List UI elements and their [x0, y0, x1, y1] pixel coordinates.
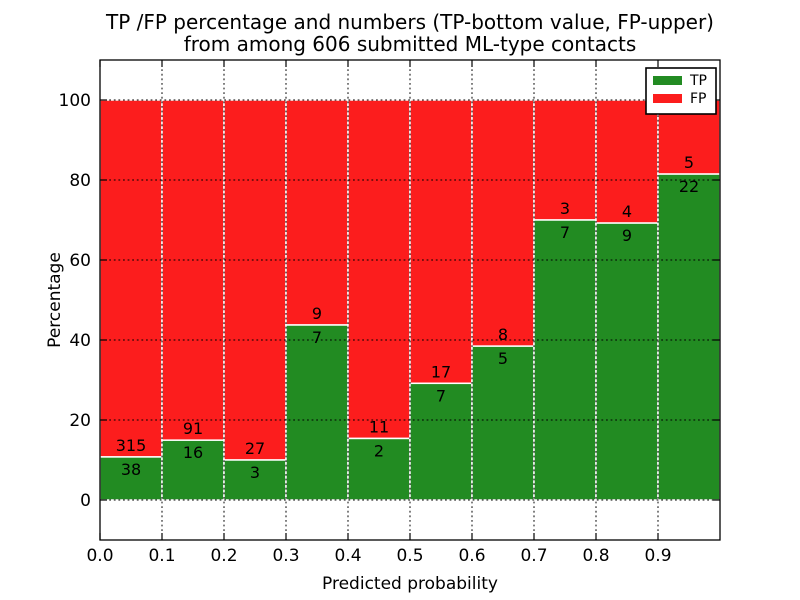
tp-count-label: 9: [622, 226, 632, 245]
y-tick-label: 60: [69, 251, 91, 271]
x-tick-label: 0.6: [458, 546, 485, 566]
tp-count-label: 22: [679, 177, 699, 196]
legend-box: [645, 67, 717, 115]
legend-label-tp: TP: [689, 73, 707, 89]
bar-tp-segment: [285, 324, 349, 501]
x-tick-label: 0.5: [396, 546, 423, 566]
bar-fp-segment: [285, 99, 349, 326]
tp-count-label: 7: [436, 386, 446, 405]
chart-title: TP /FP percentage and numbers (TP-bottom…: [105, 10, 714, 34]
bar-tp-segment: [533, 219, 597, 501]
fp-count-label: 315: [116, 436, 147, 455]
fp-count-label: 3: [560, 199, 570, 218]
bar-fp-segment: [223, 99, 287, 461]
fp-count-label: 27: [245, 439, 265, 458]
bar-tp-segment: [99, 456, 163, 501]
chart-subtitle: from among 606 submitted ML-type contact…: [184, 32, 637, 56]
x-tick-label: 0.2: [210, 546, 237, 566]
x-tick-label: 0.4: [334, 546, 361, 566]
fp-count-label: 4: [622, 202, 632, 221]
y-tick-label: 100: [59, 91, 91, 111]
legend: TP FP: [645, 67, 717, 115]
legend-swatch-fp-icon: [653, 94, 682, 103]
x-tick-label: 0.0: [86, 546, 113, 566]
annotations-layer: 315 38 91 16 27 3 9 7 11 2 17 7 8 5 3 7 4 9 5 22: [116, 153, 699, 482]
x-tick-label: 0.3: [272, 546, 299, 566]
bars-layer: [99, 99, 721, 501]
x-tick-label: 0.7: [520, 546, 547, 566]
fp-count-label: 5: [684, 153, 694, 172]
fp-count-label: 8: [498, 325, 508, 344]
tp-count-label: 5: [498, 349, 508, 368]
tp-count-label: 2: [374, 441, 384, 460]
tp-count-label: 3: [250, 463, 260, 482]
bar-fp-segment: [471, 99, 535, 347]
y-tick-label: 80: [69, 171, 91, 191]
fp-count-label: 11: [369, 417, 389, 436]
y-axis-label: Percentage: [45, 252, 65, 348]
y-tick-label: 0: [80, 491, 91, 511]
tp-count-label: 38: [121, 460, 141, 479]
bar-fp-segment: [99, 99, 163, 458]
bar-fp-segment: [161, 99, 225, 441]
legend-swatch-tp-icon: [653, 76, 682, 85]
fp-count-label: 91: [183, 419, 203, 438]
bar-tp-segment: [471, 345, 535, 501]
x-tick-label: 0.1: [148, 546, 175, 566]
x-tick-label: 0.9: [644, 546, 671, 566]
x-axis-label: Predicted probability: [322, 574, 498, 594]
bar-tp-segment: [347, 437, 411, 501]
ticks-layer: 0.0 0.1 0.2 0.3 0.4 0.5 0.6 0.7 0.8 0.9 0 20 40 60 80 1…: [59, 60, 720, 566]
grid-layer: [100, 60, 720, 540]
bar-fp-segment: [347, 99, 411, 440]
bar-fp-segment: [409, 99, 473, 385]
y-tick-label: 20: [69, 411, 91, 431]
tp-count-label: 7: [560, 223, 570, 242]
bar-tp-segment: [657, 173, 721, 501]
fp-count-label: 17: [431, 362, 451, 381]
legend-label-fp: FP: [690, 91, 707, 107]
bar-tp-segment: [409, 382, 473, 501]
x-tick-label: 0.8: [582, 546, 609, 566]
bar-tp-segment: [595, 222, 659, 501]
y-tick-label: 40: [69, 331, 91, 351]
fp-count-label: 9: [312, 304, 322, 323]
tp-count-label: 16: [183, 443, 203, 462]
tp-count-label: 7: [312, 328, 322, 347]
